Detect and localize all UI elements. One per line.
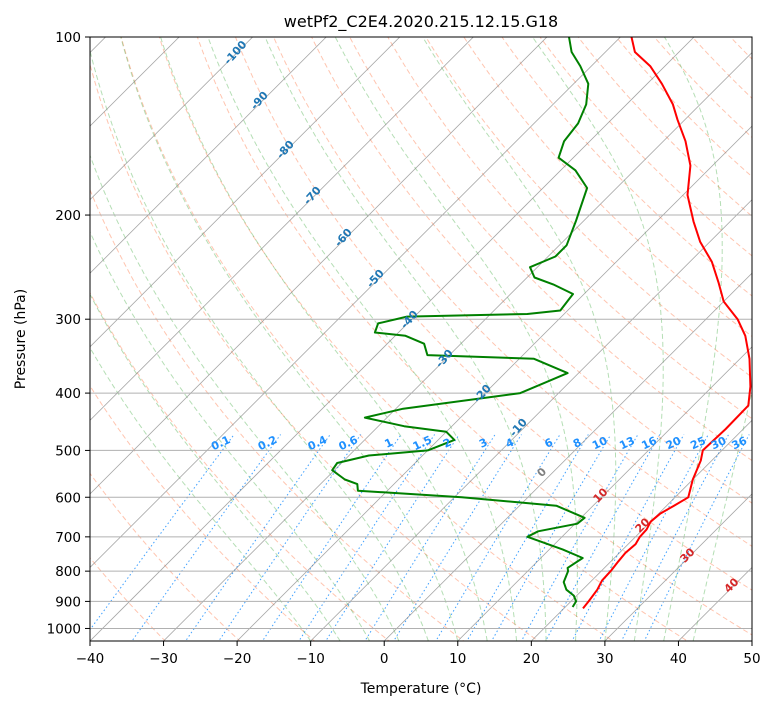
y-tick-label: 400: [55, 386, 81, 402]
dry-adiabat-line: [90, 188, 465, 641]
y-tick-label: 900: [55, 594, 81, 610]
dewpoint-line: [331, 37, 590, 608]
mixing-ratio-line: [545, 434, 661, 641]
mixing-ratio-line: [571, 434, 685, 641]
chart-title: wetPf2_C2E4.2020.215.12.15.G18: [284, 12, 558, 32]
isotherm-line: [604, 493, 752, 641]
moist-adiabat-line: [422, 37, 617, 641]
x-tick-label: −30: [149, 651, 178, 667]
mixing-ratio-line: [131, 434, 282, 641]
moist-adiabat-line: [90, 153, 400, 641]
dry-adiabat-line: [273, 37, 752, 547]
moist-adiabat-line: [120, 37, 459, 641]
y-axis-label: Pressure (hPa): [13, 289, 29, 389]
y-tick-label: 100: [55, 30, 81, 46]
y-tick-label: 700: [55, 530, 81, 546]
pressure-gridlines: [90, 37, 752, 629]
x-tick-label: −20: [223, 651, 252, 667]
y-tick-label: 1000: [47, 621, 81, 637]
mixing-ratio-label: 13: [617, 434, 636, 452]
mixing-ratio-line: [520, 434, 639, 641]
x-axis-ticks: −40 −30 −20 −10 0 10 20 30 40 50: [76, 641, 761, 667]
x-tick-label: 50: [743, 651, 760, 667]
dry-adiabat-line: [615, 37, 752, 178]
x-tick-label: 20: [523, 651, 540, 667]
dry-adiabat-line: [349, 37, 752, 462]
mixing-ratio-label: 16: [640, 434, 660, 452]
isotherm-line: [90, 37, 401, 348]
moist-adiabat-line: [90, 48, 429, 641]
moist-adiabat-line: [334, 37, 578, 641]
y-tick-label: 500: [55, 443, 81, 459]
isotherm-line: [530, 419, 752, 641]
mixing-ratio-line: [325, 434, 460, 641]
moist-adiabat-line: [692, 389, 752, 641]
dry-adiabat-line: [234, 37, 752, 591]
moist-adiabat-line: [90, 230, 370, 641]
moist-adiabat-line: [663, 37, 723, 641]
isotherm-line: [90, 37, 180, 127]
dry-adiabat-line: [463, 37, 752, 338]
isotherm-line: [90, 37, 327, 274]
x-tick-label: 30: [596, 651, 613, 667]
isotherm-line: [310, 199, 752, 641]
x-tick-label: 40: [670, 651, 687, 667]
mixing-ratio-line: [90, 434, 235, 631]
dry-adiabat-line: [90, 291, 390, 641]
mixing-ratio-label: 30: [709, 434, 729, 452]
dry-adiabat-line: [653, 37, 752, 139]
mixing-ratio-line: [185, 434, 331, 641]
mixing-ratio-label: 10: [590, 434, 610, 452]
sounding-series: [331, 37, 752, 610]
moist-adiabat-line: [207, 37, 518, 641]
x-axis-label: Temperature (°C): [360, 681, 482, 697]
x-tick-label: −10: [296, 651, 325, 667]
dry-adiabat-line: [539, 37, 752, 257]
moist-adiabat-line: [90, 346, 312, 641]
mixing-ratio-label: 36: [730, 434, 750, 452]
moist-adiabat-line: [264, 37, 547, 641]
isotherm-line: [90, 37, 622, 569]
x-tick-label: −40: [76, 651, 105, 667]
mixing-ratio-label: 25: [688, 434, 707, 452]
y-tick-label: 800: [55, 564, 81, 580]
mixing-ratio-line: [298, 434, 436, 641]
isotherm-line: [162, 51, 752, 641]
mixing-ratio-line: [598, 434, 709, 641]
dry-adiabat-line: [158, 37, 689, 641]
isotherm-line: [90, 37, 548, 495]
moist-adiabats: [90, 37, 752, 641]
y-axis-ticks: 100 200 300 400 500 600 700 800 900 1000: [47, 30, 90, 637]
y-tick-label: 300: [55, 312, 81, 328]
moist-adiabat-line: [90, 293, 341, 641]
isotherm-line: [383, 272, 752, 641]
isotherm-line: [90, 37, 254, 201]
moist-adiabat-line: [160, 37, 488, 641]
dry-adiabat-line: [425, 37, 752, 378]
mixing-ratio-line: [620, 434, 730, 641]
temperature-line: [582, 37, 752, 610]
plot-area: -100-90-80-70-60-50-40-30-20-100.1 0.2 0.4…: [90, 37, 752, 641]
isotherm-line: [90, 37, 474, 421]
isotherm-line: [90, 37, 695, 641]
isotherm-line: [236, 125, 752, 641]
dry-adiabat-line: [90, 385, 316, 641]
x-tick-label: 10: [449, 651, 466, 667]
y-tick-label: 600: [55, 490, 81, 506]
mixing-ratio-line: [643, 434, 750, 641]
dry-adiabat-line: [90, 62, 540, 641]
plot-frame: [89, 36, 753, 642]
dry-adiabat-line: [387, 37, 752, 420]
moist-adiabat-line: [531, 37, 664, 641]
mixing-ratio-line: [364, 434, 496, 641]
mixing-ratio-label: 20: [664, 434, 684, 452]
x-tick-label: 0: [380, 651, 389, 667]
isotherms: [90, 37, 752, 641]
mixing-ratio-line: [218, 434, 362, 641]
y-tick-label: 200: [55, 208, 81, 224]
